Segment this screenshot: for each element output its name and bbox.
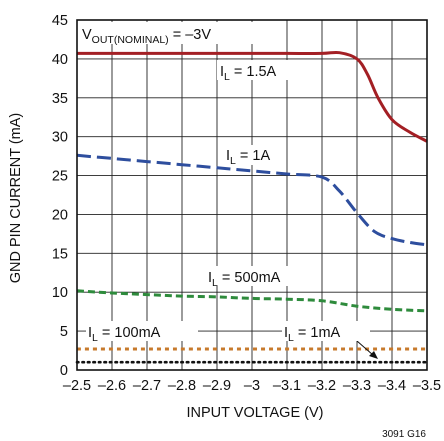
il100-label: IL = 100mA — [88, 325, 161, 344]
y-tick-label: 30 — [52, 130, 68, 146]
y-tick-label: 40 — [52, 52, 68, 68]
il1m-label-bg — [282, 321, 370, 341]
y-tick-label: 5 — [60, 324, 68, 340]
series-lines — [75, 50, 429, 364]
vout-label-bg — [78, 22, 264, 44]
x-tick-label: –2.7 — [133, 378, 161, 394]
series-line — [76, 153, 428, 247]
il1-label: IL = 1A — [226, 148, 270, 167]
il1-label-bg — [223, 145, 285, 165]
y-axis-label: GND PIN CURRENT (mA) — [8, 113, 24, 284]
x-tick-label: –2.6 — [98, 378, 126, 394]
x-axis-label: INPUT VOLTAGE (V) — [187, 405, 324, 421]
x-tick-labels: –2.5 –2.6 –2.7 –2.8 –2.9 –3 –3.1 –3.2 –3.3 –3.4 –3… — [63, 378, 441, 394]
y-tick-label: 10 — [52, 285, 68, 301]
x-tick-label: –3.2 — [308, 378, 336, 394]
y-tick-labels: 0 5 10 15 20 25 30 35 40 45 — [52, 13, 68, 379]
figure-code: 3091 G16 — [382, 429, 426, 440]
y-tick-label: 45 — [52, 13, 68, 29]
x-tick-label: –2.5 — [63, 378, 91, 394]
y-tick-label: 35 — [52, 91, 68, 107]
y-tick-label: 25 — [52, 169, 68, 185]
il1m-label: IL = 1mA — [284, 325, 341, 344]
il500-label-bg — [206, 266, 306, 286]
plot-frame — [76, 19, 428, 371]
il15-label: IL = 1.5A — [220, 64, 277, 83]
x-tick-label: –3 — [244, 378, 260, 394]
vout-label: VOUT(NOMINAL) = –3V — [82, 27, 211, 46]
annotation-leaders — [356, 340, 378, 359]
series-line — [77, 50, 428, 143]
il1m-leader-line — [356, 340, 374, 356]
y-tick-label: 15 — [52, 246, 68, 262]
x-tick-label: –3.1 — [273, 378, 301, 394]
il15-label-bg — [217, 60, 301, 80]
x-tick-label: –2.9 — [203, 378, 231, 394]
y-tick-label: 20 — [52, 207, 68, 223]
x-tick-label: –2.8 — [168, 378, 196, 394]
il1m-leader-arrowhead — [369, 351, 378, 359]
x-tick-label: –3.5 — [413, 378, 441, 394]
series-line — [76, 289, 428, 313]
il100-label-bg — [86, 321, 198, 341]
y-tick-label: 0 — [60, 363, 68, 379]
x-tick-label: –3.3 — [343, 378, 371, 394]
il500-label: IL = 500mA — [208, 270, 281, 289]
x-tick-label: –3.4 — [378, 378, 406, 394]
